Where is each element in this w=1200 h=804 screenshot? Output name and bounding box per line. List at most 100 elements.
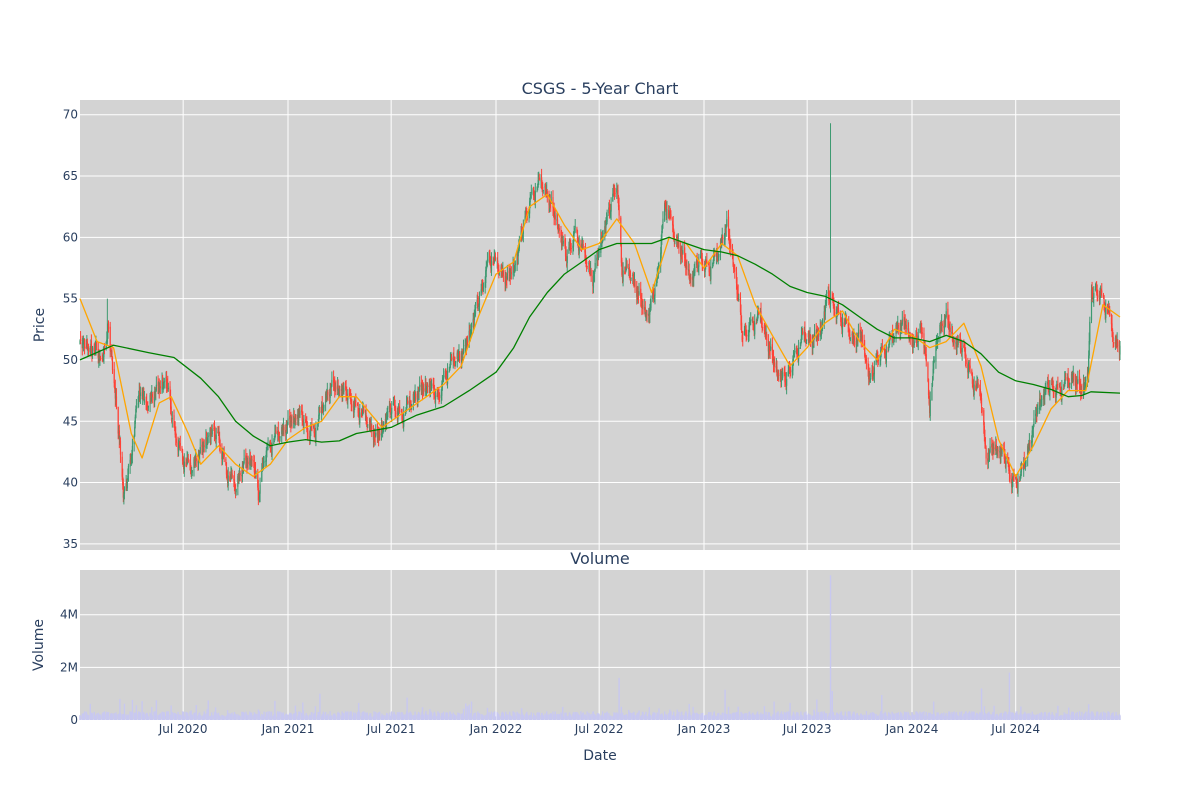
- candle-body: [777, 375, 779, 379]
- volume-bar: [622, 714, 624, 720]
- candle-body: [262, 464, 264, 466]
- candle-body: [660, 252, 662, 267]
- volume-bar: [980, 688, 983, 720]
- candle-body: [602, 233, 604, 235]
- candle-body: [404, 414, 406, 416]
- candle-body: [1047, 382, 1049, 391]
- volume-bar: [367, 715, 369, 720]
- candle-body: [448, 371, 450, 373]
- candle-body: [824, 312, 826, 315]
- candle-body: [145, 400, 147, 403]
- volume-bar: [582, 712, 584, 720]
- candle-body: [445, 368, 447, 377]
- candle-body: [1005, 460, 1007, 465]
- candle-body: [397, 408, 400, 411]
- candle-body: [93, 347, 95, 351]
- candle-body: [253, 460, 255, 462]
- candle-body: [698, 260, 700, 267]
- candle-body: [976, 383, 978, 389]
- volume-bar: [933, 713, 935, 720]
- candle-body: [590, 270, 592, 276]
- volume-bar: [274, 700, 276, 720]
- date-x-tick-label: Jul 2020: [158, 722, 208, 736]
- volume-bar: [769, 716, 772, 720]
- candle-body: [1099, 291, 1101, 300]
- volume-bar: [889, 714, 892, 720]
- candle-body: [313, 423, 315, 434]
- volume-bar: [207, 700, 209, 720]
- candle-body: [654, 288, 656, 296]
- candle-body: [925, 348, 927, 357]
- volume-bar: [666, 714, 668, 720]
- volume-bar: [307, 716, 309, 720]
- volume-bar: [558, 713, 560, 720]
- candle-body: [1107, 311, 1109, 314]
- candle-body: [357, 402, 359, 413]
- volume-bar: [331, 715, 333, 720]
- candle-body: [833, 308, 836, 313]
- candle-body: [617, 196, 620, 207]
- volume-bar: [271, 715, 273, 720]
- volume-bar: [853, 713, 856, 720]
- candle-body: [266, 446, 269, 448]
- volume-bar: [490, 711, 493, 720]
- volume-bar: [215, 712, 217, 720]
- candle-body: [498, 269, 500, 272]
- candle-body: [354, 402, 356, 405]
- candle-body: [621, 260, 623, 275]
- candle-body: [415, 393, 417, 397]
- candle-body: [294, 420, 297, 425]
- candle-body: [956, 343, 958, 347]
- candle-body: [991, 443, 993, 448]
- volume-bar: [941, 713, 943, 720]
- candle-body: [1093, 292, 1095, 299]
- volume-bar: [1076, 712, 1078, 720]
- candle-body: [412, 394, 414, 402]
- volume-bar: [391, 711, 393, 720]
- candle-body: [750, 319, 752, 321]
- volume-bar: [959, 711, 961, 720]
- candle-body: [242, 466, 244, 468]
- volume-bar: [901, 716, 904, 720]
- candle-body: [1003, 448, 1005, 450]
- candle-body: [484, 281, 486, 288]
- candle-body: [1085, 379, 1087, 381]
- volume-bar: [840, 711, 843, 720]
- candle-body: [271, 442, 273, 456]
- volume-bar: [730, 714, 732, 720]
- candle-body: [825, 295, 828, 304]
- candle-body: [129, 459, 131, 467]
- candle-body: [438, 394, 440, 397]
- candle-body: [533, 187, 535, 197]
- candle-body: [701, 258, 703, 263]
- candle-body: [932, 368, 934, 380]
- candle-body: [193, 459, 195, 468]
- volume-bar: [1013, 715, 1015, 720]
- candle-body: [340, 389, 343, 391]
- volume-bar: [813, 711, 816, 720]
- candle-body: [634, 281, 636, 287]
- volume-bar: [630, 713, 632, 720]
- volume-bar: [426, 714, 429, 720]
- candle-body: [335, 386, 337, 390]
- volume-bar: [1025, 713, 1027, 720]
- candle-body: [1067, 376, 1069, 381]
- candle-body: [497, 260, 499, 266]
- candle-body: [301, 412, 303, 422]
- candle-body: [613, 190, 616, 192]
- volume-bar: [929, 712, 931, 720]
- candle-body: [829, 299, 832, 305]
- volume-bar: [724, 689, 726, 720]
- candle-body: [616, 189, 618, 191]
- candle-body: [713, 254, 715, 258]
- candle-body: [694, 266, 696, 274]
- volume-bar: [430, 712, 433, 720]
- candle-body: [462, 353, 464, 355]
- candle-body: [79, 340, 81, 345]
- candle-body: [297, 415, 299, 421]
- candle-body: [692, 277, 694, 282]
- candle-body: [517, 250, 519, 257]
- volume-bar: [676, 709, 678, 720]
- candle-body: [576, 230, 579, 242]
- candle-body: [470, 326, 473, 328]
